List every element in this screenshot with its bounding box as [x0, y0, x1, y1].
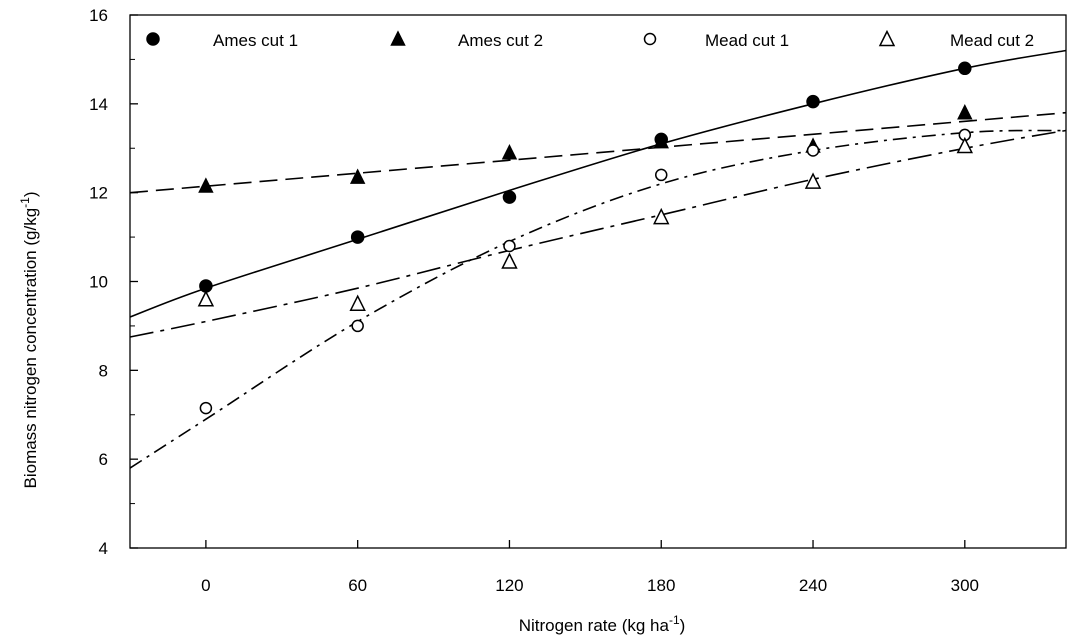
point-mead-cut-2	[349, 294, 366, 311]
legend-marker-mead-cut-2	[878, 29, 896, 47]
x-tick-label: 240	[799, 576, 827, 595]
legend-label-mead-cut-1: Mead cut 1	[705, 31, 789, 50]
point-mead-cut-1	[199, 401, 213, 415]
point-ames-cut-2	[653, 132, 669, 149]
legend-label-ames-cut-1: Ames cut 1	[213, 31, 298, 50]
y-tick-label: 12	[89, 184, 108, 203]
point-mead-cut-1	[806, 144, 820, 157]
y-tick-label: 4	[99, 539, 108, 558]
x-axis-title-superscript: -1	[669, 613, 680, 627]
y-tick-label: 14	[89, 95, 108, 114]
y-tick-label: 16	[89, 6, 108, 25]
x-axis: 0 60 120 180 240 300	[201, 540, 979, 595]
legend-marker-ames-cut-1	[146, 32, 160, 46]
data-markers	[197, 61, 974, 415]
point-ames-cut-1	[958, 61, 972, 76]
legend-label-mead-cut-2: Mead cut 2	[950, 31, 1034, 50]
x-tick-label: 300	[951, 576, 979, 595]
point-mead-cut-2	[804, 172, 822, 189]
y-axis-title-superscript: -1	[18, 197, 32, 208]
fit-line-mead-cut-1	[129, 129, 1067, 469]
x-tick-label: 0	[201, 576, 210, 595]
point-mead-cut-2	[197, 290, 215, 307]
y-tick-label: 8	[99, 361, 108, 380]
point-mead-cut-1	[503, 239, 516, 253]
x-axis-title: Nitrogen rate (kg ha-1)	[519, 613, 686, 635]
x-tick-label: 120	[495, 576, 523, 595]
point-ames-cut-1	[502, 190, 517, 204]
x-tick-label: 60	[348, 576, 367, 595]
plot-frame	[129, 14, 1067, 549]
point-ames-cut-2	[501, 144, 518, 160]
fit-line-ames-cut-2	[129, 111, 1067, 194]
legend: Ames cut 1 Ames cut 2 Mead cut 1 Mead cut 2	[146, 29, 1034, 50]
fit-lines	[129, 49, 1067, 469]
point-ames-cut-1	[806, 94, 820, 109]
point-ames-cut-2	[198, 177, 214, 193]
legend-marker-mead-cut-1	[643, 32, 657, 46]
fit-line-ames-cut-1	[129, 49, 1067, 318]
x-axis-title-close: )	[680, 616, 686, 635]
fit-line-mead-cut-2	[129, 129, 1067, 338]
point-ames-cut-1	[350, 230, 365, 244]
point-ames-cut-2	[957, 104, 973, 120]
y-tick-label: 10	[89, 273, 108, 292]
y-axis-title: Biomass nitrogen concentration (g/kg-1)	[18, 192, 40, 489]
legend-label-ames-cut-2: Ames cut 2	[458, 31, 543, 50]
legend-marker-ames-cut-2	[390, 30, 406, 46]
x-tick-label: 180	[647, 576, 675, 595]
point-mead-cut-1	[654, 168, 668, 182]
plot-border	[129, 14, 1067, 549]
y-axis: 4 6 8 10 12 14 16	[89, 6, 138, 558]
y-tick-label: 6	[99, 450, 108, 469]
point-mead-cut-2	[501, 252, 518, 269]
point-mead-cut-2	[653, 207, 670, 225]
point-mead-cut-2	[956, 136, 974, 154]
point-ames-cut-2	[349, 168, 366, 184]
point-mead-cut-1	[351, 319, 364, 333]
y-axis-title-close: )	[21, 192, 40, 198]
